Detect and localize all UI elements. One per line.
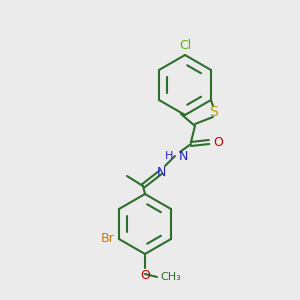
Text: CH₃: CH₃ [160, 272, 181, 282]
Text: O: O [213, 136, 223, 148]
Text: N: N [179, 149, 188, 163]
Text: H: H [165, 151, 173, 161]
Text: Cl: Cl [179, 39, 191, 52]
Text: S: S [210, 105, 218, 119]
Text: Br: Br [100, 232, 114, 244]
Text: N: N [156, 166, 166, 178]
Text: O: O [140, 269, 150, 282]
